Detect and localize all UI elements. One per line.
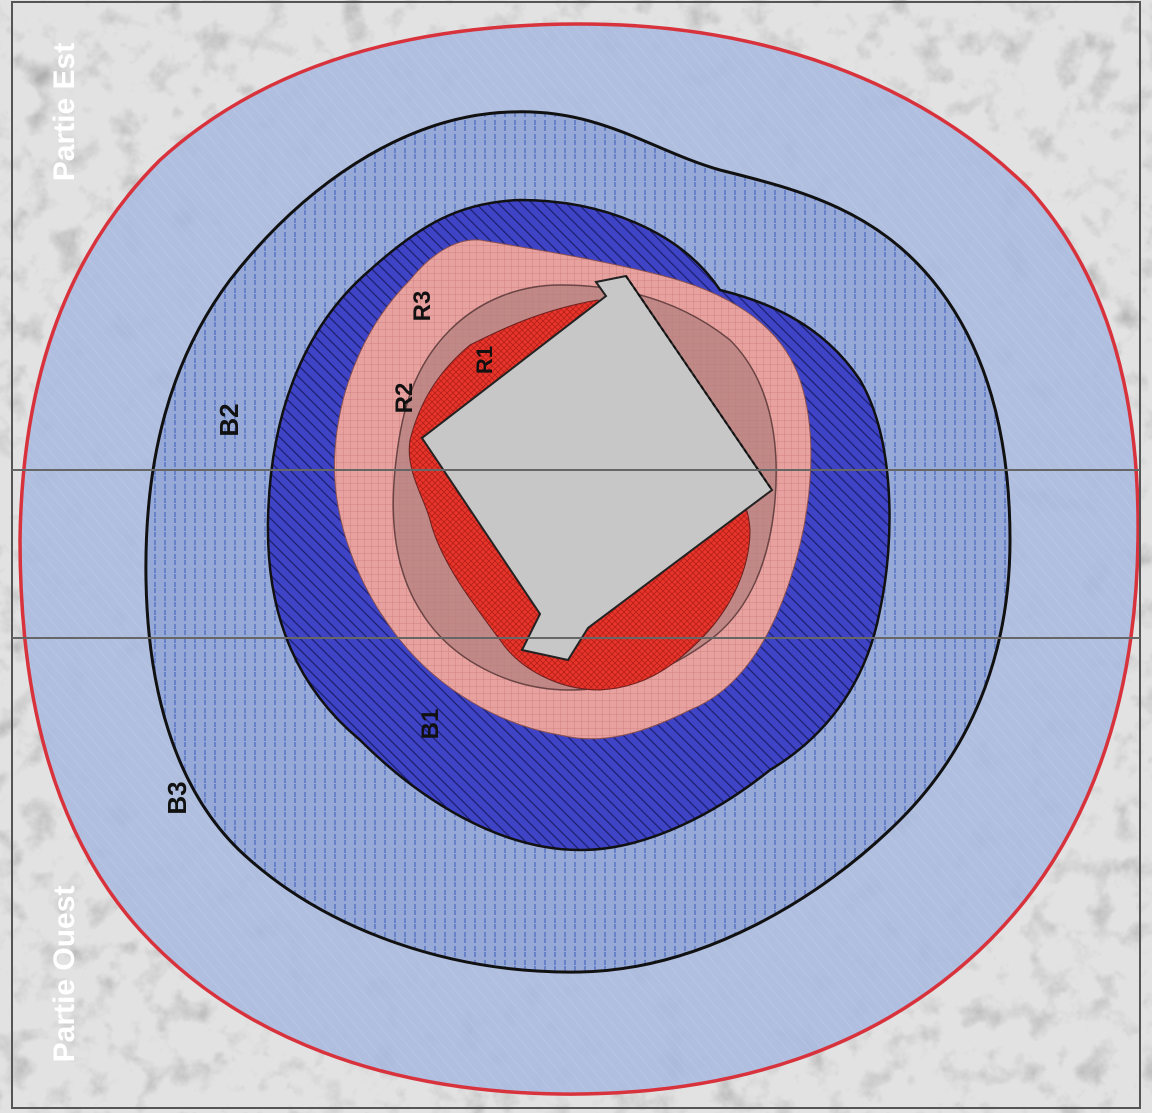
label-b2: B2 — [214, 403, 244, 436]
label-r1: R1 — [472, 346, 497, 374]
map-frame — [11, 1, 1141, 1109]
label-partie-est: Partie Est — [48, 43, 81, 181]
label-r2: R2 — [391, 383, 418, 414]
label-b1: B1 — [417, 709, 444, 740]
site-edge-dashed — [625, 275, 773, 491]
label-r3: R3 — [409, 291, 436, 322]
label-partie-ouest: Partie Ouest — [48, 886, 81, 1063]
label-b3: B3 — [162, 781, 192, 814]
